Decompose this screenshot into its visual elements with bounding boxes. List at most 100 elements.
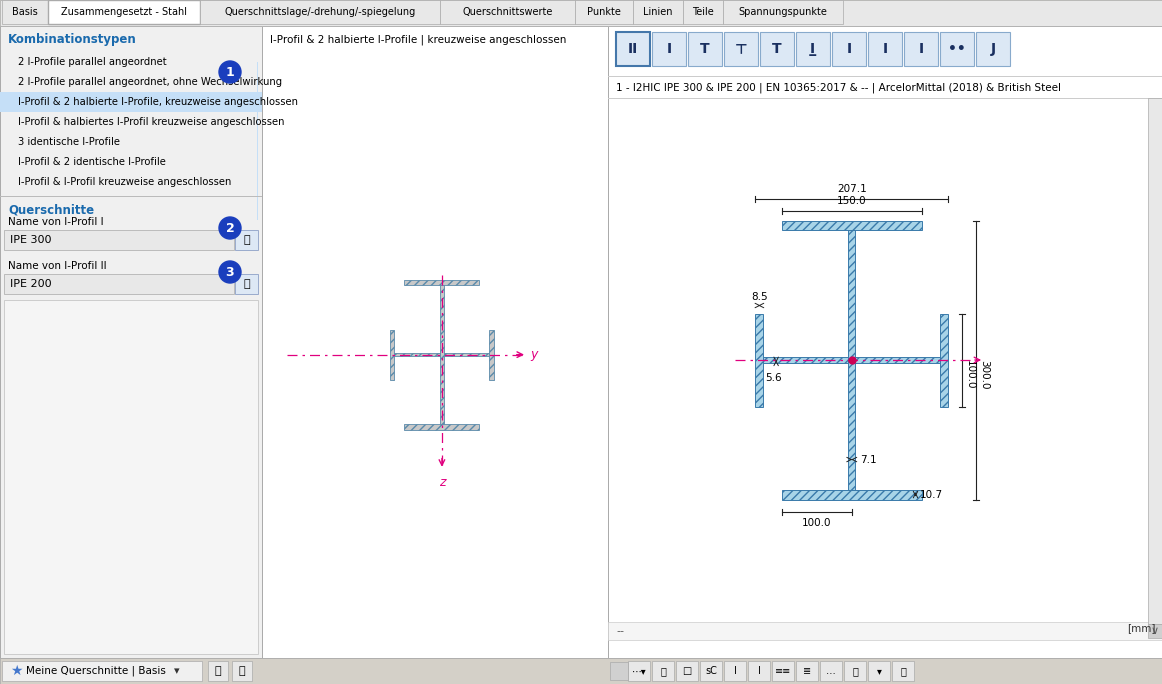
- Text: Linien: Linien: [644, 7, 673, 17]
- Text: T: T: [701, 42, 710, 56]
- Text: □: □: [682, 666, 691, 676]
- Bar: [683, 0, 723, 24]
- Bar: [755, 313, 763, 406]
- Text: ∨: ∨: [1150, 626, 1159, 636]
- Bar: [616, 32, 650, 66]
- Bar: [489, 330, 494, 380]
- Bar: [0, 196, 261, 197]
- Text: ⋯▾: ⋯▾: [632, 666, 646, 676]
- Text: 8.5: 8.5: [751, 293, 768, 302]
- Text: 🗃: 🗃: [215, 666, 221, 676]
- Text: 1 - I2HIC IPE 300 & IPE 200 | EN 10365:2017 & -- | ArcelorMittal (2018) & Britis: 1 - I2HIC IPE 300 & IPE 200 | EN 10365:2…: [616, 83, 1061, 93]
- Bar: [700, 661, 722, 681]
- Text: 1: 1: [225, 66, 235, 79]
- Text: I: I: [882, 42, 888, 56]
- Text: 207.1: 207.1: [837, 185, 867, 194]
- Text: ⊤: ⊤: [734, 42, 747, 56]
- Text: [mm]: [mm]: [1127, 623, 1156, 633]
- Text: 🖨: 🖨: [852, 666, 858, 676]
- Text: I-Profil & 2 halbierte I-Profile | kreuzweise angeschlossen: I-Profil & 2 halbierte I-Profile | kreuz…: [270, 35, 566, 45]
- Bar: [904, 32, 938, 66]
- Text: 150.0: 150.0: [837, 196, 867, 207]
- Text: Basis: Basis: [12, 7, 38, 17]
- Circle shape: [218, 61, 241, 83]
- Bar: [782, 220, 921, 231]
- Text: …: …: [826, 666, 835, 676]
- Bar: [1148, 624, 1162, 638]
- Bar: [440, 285, 444, 424]
- Text: z: z: [439, 475, 445, 488]
- Text: Querschnittslage/-drehung/-spiegelung: Querschnittslage/-drehung/-spiegelung: [224, 7, 416, 17]
- Bar: [652, 661, 674, 681]
- Text: sC: sC: [705, 666, 717, 676]
- Bar: [844, 661, 866, 681]
- Text: 2 I-Profile parallel angeordnet: 2 I-Profile parallel angeordnet: [17, 57, 166, 67]
- Bar: [855, 358, 940, 363]
- Text: Teile: Teile: [693, 7, 713, 17]
- Text: I-Profil & 2 halbierte I-Profile, kreuzweise angeschlossen: I-Profil & 2 halbierte I-Profile, kreuzw…: [17, 97, 297, 107]
- Text: 5.6: 5.6: [765, 373, 781, 382]
- Bar: [772, 661, 794, 681]
- Bar: [652, 32, 686, 66]
- Bar: [2, 661, 202, 681]
- Circle shape: [218, 261, 241, 283]
- Text: Name von I-Profil I: Name von I-Profil I: [8, 217, 103, 227]
- Bar: [0, 26, 261, 658]
- Circle shape: [218, 217, 241, 239]
- Bar: [0, 92, 261, 112]
- Text: y: y: [530, 348, 537, 361]
- Bar: [724, 32, 758, 66]
- Bar: [404, 280, 480, 285]
- Bar: [627, 661, 650, 681]
- Bar: [832, 32, 866, 66]
- Bar: [404, 424, 480, 430]
- Bar: [0, 658, 1162, 684]
- Bar: [444, 353, 489, 356]
- Text: 2: 2: [225, 222, 235, 235]
- Bar: [575, 0, 633, 24]
- Text: ❌: ❌: [901, 666, 906, 676]
- Text: IPE 200: IPE 200: [10, 279, 51, 289]
- Text: 100.0: 100.0: [966, 360, 975, 389]
- Text: 2 I-Profile parallel angeordnet, ohne Wechselwirkung: 2 I-Profile parallel angeordnet, ohne We…: [17, 77, 282, 87]
- Text: I-Profil & I-Profil kreuzweise angeschlossen: I-Profil & I-Profil kreuzweise angeschlo…: [17, 177, 231, 187]
- Text: ••: ••: [948, 42, 966, 56]
- Text: 3: 3: [225, 265, 235, 278]
- Text: I: I: [918, 42, 924, 56]
- Bar: [440, 0, 575, 24]
- Text: IPE 300: IPE 300: [10, 235, 51, 245]
- Bar: [3, 274, 234, 294]
- Text: 📂: 📂: [238, 666, 245, 676]
- Text: ★: ★: [10, 664, 22, 678]
- Text: Meine Querschnitte | Basis: Meine Querschnitte | Basis: [26, 666, 166, 676]
- Text: T: T: [773, 42, 782, 56]
- Bar: [796, 32, 830, 66]
- Text: Zusammengesetzt - Stahl: Zusammengesetzt - Stahl: [60, 7, 187, 17]
- Bar: [723, 0, 842, 24]
- Text: I: I: [846, 42, 852, 56]
- Bar: [200, 0, 440, 24]
- Text: 300.0: 300.0: [980, 360, 989, 389]
- Bar: [940, 313, 948, 406]
- Text: 3 identische I-Profile: 3 identische I-Profile: [17, 137, 120, 147]
- Text: 7.1: 7.1: [860, 455, 876, 464]
- Bar: [608, 26, 1162, 658]
- Bar: [868, 661, 890, 681]
- Bar: [892, 661, 914, 681]
- Bar: [688, 32, 722, 66]
- Text: I: I: [667, 42, 672, 56]
- Bar: [748, 661, 770, 681]
- Bar: [48, 0, 200, 24]
- Bar: [608, 76, 1162, 77]
- Bar: [235, 274, 258, 294]
- Bar: [394, 353, 440, 356]
- Bar: [763, 358, 848, 363]
- Text: Querschnittswerte: Querschnittswerte: [462, 7, 553, 17]
- Text: J: J: [990, 42, 996, 56]
- Bar: [208, 661, 228, 681]
- Text: 📖: 📖: [244, 279, 250, 289]
- Bar: [2, 0, 48, 24]
- Text: Querschnitte: Querschnitte: [8, 204, 94, 217]
- Bar: [0, 0, 1162, 26]
- Bar: [868, 32, 902, 66]
